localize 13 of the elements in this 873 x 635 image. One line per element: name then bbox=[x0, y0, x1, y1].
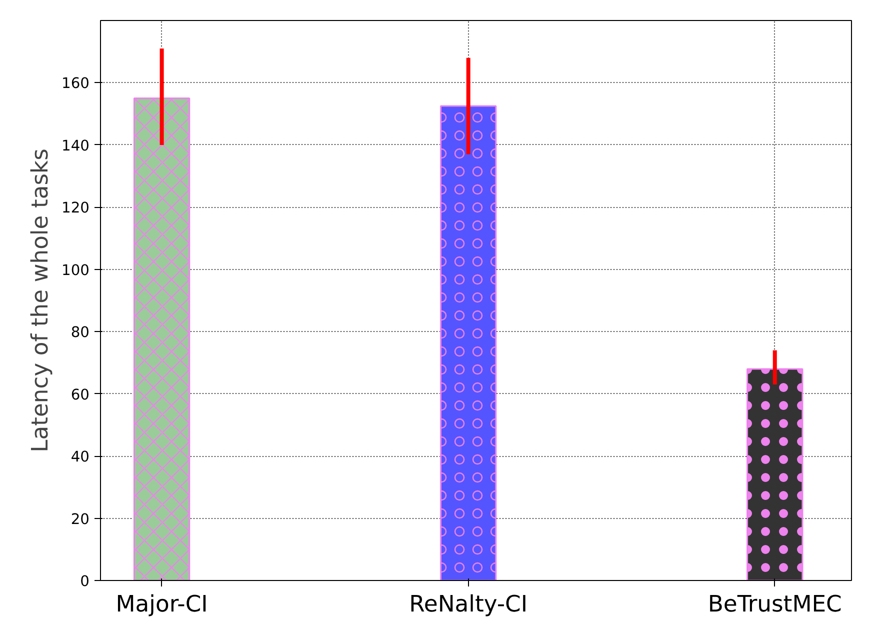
y-tick-label: 40 bbox=[70, 448, 90, 466]
x-tick-label: BeTrustMEC bbox=[708, 592, 842, 618]
y-tick-label: 80 bbox=[70, 324, 90, 342]
x-tick-label: ReNalty-CI bbox=[409, 592, 528, 618]
y-axis-title: Latency of the whole tasks bbox=[28, 148, 54, 452]
y-tick-label: 0 bbox=[80, 573, 90, 590]
x-tick-label: Major-CI bbox=[116, 592, 208, 618]
y-tick-label: 160 bbox=[62, 75, 90, 92]
y-tick-label: 120 bbox=[62, 200, 90, 217]
y-tick-label: 20 bbox=[70, 510, 90, 528]
y-tick-label: 140 bbox=[62, 137, 90, 154]
y-tick-label: 100 bbox=[62, 262, 90, 279]
y-tick-label: 60 bbox=[70, 386, 90, 404]
